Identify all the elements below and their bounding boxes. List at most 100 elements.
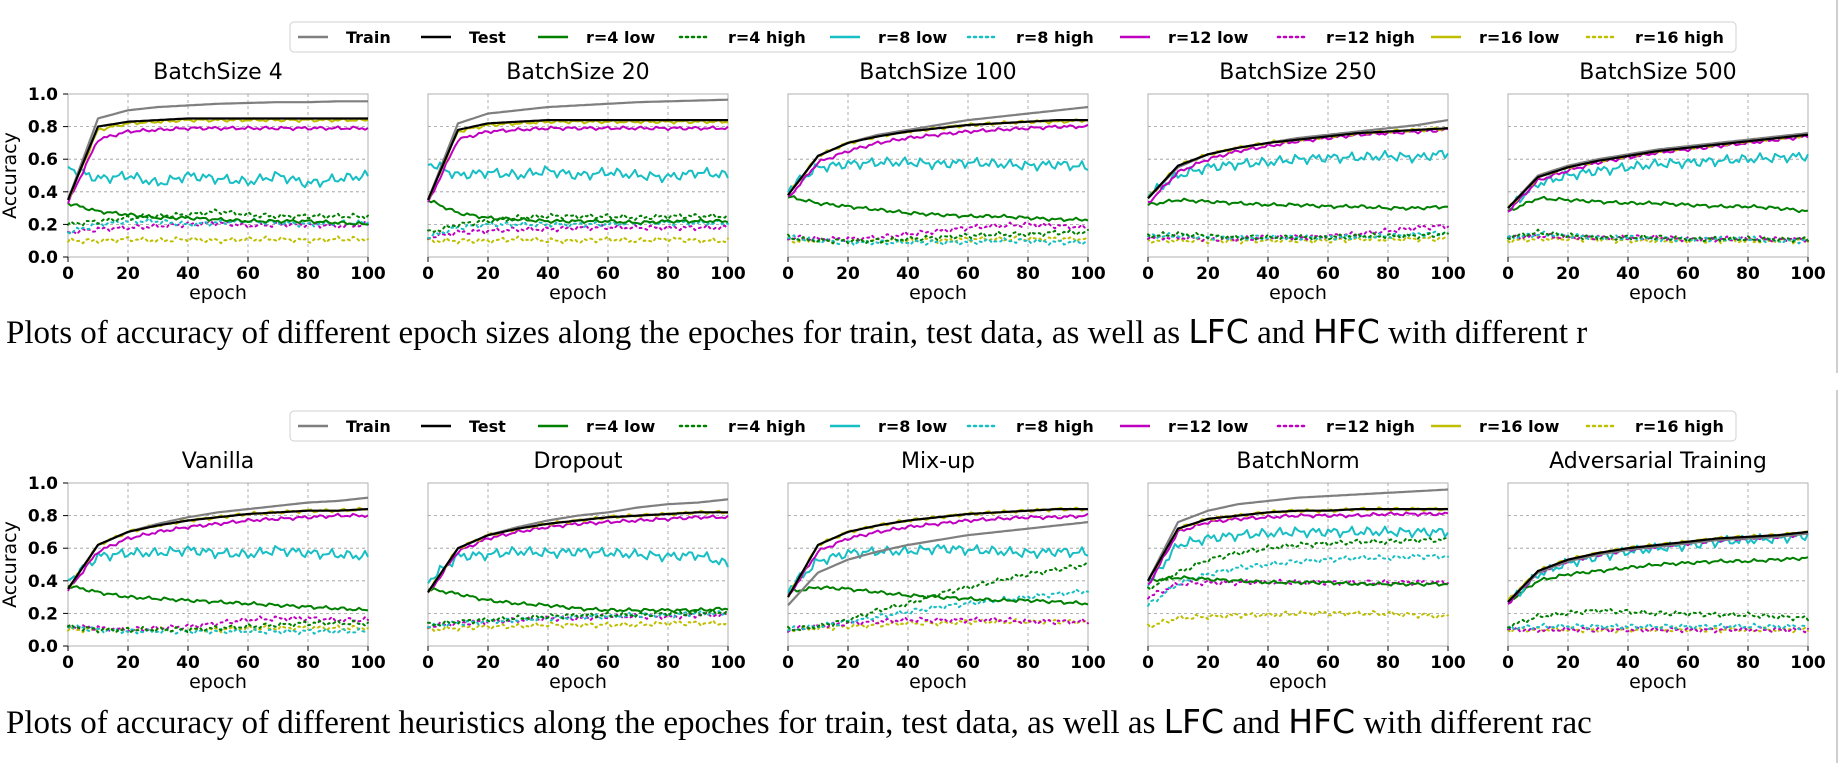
series-line xyxy=(1507,232,1809,243)
x-tick-label: 100 xyxy=(710,264,746,284)
x-tick-label: 40 xyxy=(896,653,920,673)
series-line xyxy=(66,100,368,201)
panel-title: Vanilla xyxy=(182,449,255,474)
x-tick-label: 100 xyxy=(1070,264,1106,284)
y-tick-label: 0.4 xyxy=(28,183,58,203)
series-line xyxy=(67,208,369,227)
series-line xyxy=(427,212,729,233)
legend-label: r=4 low xyxy=(586,28,655,47)
x-tick-label: 40 xyxy=(176,653,200,673)
series-line xyxy=(787,512,1089,596)
x-tick-label: 60 xyxy=(1676,264,1700,284)
plot-area xyxy=(1507,93,1809,258)
plot-area xyxy=(1147,482,1449,647)
legend-label: r=12 high xyxy=(1326,417,1415,436)
x-tick-label: 60 xyxy=(1316,264,1340,284)
legend-label: r=8 high xyxy=(1016,28,1094,47)
y-tick-label: 1.0 xyxy=(28,474,58,494)
series-line xyxy=(427,161,729,184)
series-line xyxy=(67,508,369,590)
series-line xyxy=(1507,530,1809,603)
series-line xyxy=(66,117,368,201)
series-line xyxy=(1147,575,1449,587)
caption-row-1: Plots of accuracy of different epoch siz… xyxy=(6,312,1834,352)
series-line xyxy=(427,546,729,584)
x-tick-label: 20 xyxy=(1556,653,1580,673)
x-tick-label: 60 xyxy=(596,264,620,284)
x-tick-label: 60 xyxy=(1676,653,1700,673)
x-tick-label: 100 xyxy=(1430,653,1466,673)
legend-label: Test xyxy=(469,28,506,47)
series-line xyxy=(1507,195,1809,214)
x-tick-label: 60 xyxy=(236,653,260,673)
series-line xyxy=(1147,609,1449,629)
series-line xyxy=(787,156,1089,193)
x-tick-label: 80 xyxy=(1016,653,1040,673)
series-line xyxy=(1147,197,1449,211)
series-line xyxy=(67,619,369,634)
series-line xyxy=(787,560,1089,632)
x-tick-label: 60 xyxy=(596,653,620,673)
series-line xyxy=(67,235,369,245)
x-axis-label: epoch xyxy=(909,282,967,304)
series-line xyxy=(1147,231,1449,242)
x-tick-label: 40 xyxy=(1256,264,1280,284)
legend-label: r=12 low xyxy=(1168,28,1249,47)
series-line xyxy=(1507,607,1809,629)
panel-title: Dropout xyxy=(534,449,623,474)
legend-box xyxy=(289,410,1737,442)
legend-label: r=4 high xyxy=(728,28,806,47)
x-tick-label: 0 xyxy=(782,264,794,284)
y-tick-label: 0.8 xyxy=(28,507,58,527)
x-axis-label: epoch xyxy=(549,671,607,693)
x-tick-label: 0 xyxy=(1142,264,1154,284)
x-tick-label: 40 xyxy=(1616,264,1640,284)
x-tick-label: 100 xyxy=(350,653,386,673)
x-tick-label: 60 xyxy=(236,264,260,284)
x-tick-label: 40 xyxy=(536,264,560,284)
caption-text: Plots of accuracy of different epoch siz… xyxy=(6,315,1189,351)
panel-title: BatchNorm xyxy=(1236,449,1359,474)
series-line xyxy=(787,228,1089,245)
series-line xyxy=(67,584,369,612)
x-axis-label: epoch xyxy=(1269,282,1327,304)
series-line xyxy=(787,543,1089,594)
x-tick-label: 0 xyxy=(1502,264,1514,284)
x-tick-label: 40 xyxy=(1256,653,1280,673)
series-line xyxy=(67,165,369,189)
caption-lfc: LFC xyxy=(1163,702,1225,741)
series-line xyxy=(427,219,729,239)
legend-label: r=16 high xyxy=(1635,28,1724,47)
x-tick-label: 0 xyxy=(62,653,74,673)
x-tick-label: 60 xyxy=(956,264,980,284)
caption-text: with different rac xyxy=(1355,705,1592,741)
x-tick-label: 80 xyxy=(1736,264,1760,284)
x-axis-label: epoch xyxy=(189,282,247,304)
y-tick-label: 0.2 xyxy=(28,604,58,624)
x-tick-label: 80 xyxy=(296,653,320,673)
series-line xyxy=(1507,151,1809,208)
x-tick-label: 20 xyxy=(476,264,500,284)
x-tick-label: 40 xyxy=(536,653,560,673)
panel-title: BatchSize 250 xyxy=(1219,60,1376,85)
x-tick-label: 80 xyxy=(296,264,320,284)
series-line xyxy=(67,217,369,236)
x-tick-label: 60 xyxy=(956,653,980,673)
y-tick-label: 1.0 xyxy=(28,85,58,105)
series-line xyxy=(1147,230,1449,242)
series-line xyxy=(1147,508,1448,582)
series-line xyxy=(427,609,729,629)
x-axis-label: epoch xyxy=(909,671,967,693)
series-line xyxy=(1507,622,1809,631)
x-tick-label: 100 xyxy=(1790,653,1826,673)
y-tick-label: 0.0 xyxy=(28,248,58,268)
legend-label: r=8 low xyxy=(878,417,947,436)
series-line xyxy=(67,117,369,201)
series-line xyxy=(1507,532,1809,603)
legend-label: r=12 low xyxy=(1168,417,1249,436)
x-tick-label: 100 xyxy=(1790,264,1826,284)
series-line xyxy=(787,221,1089,243)
x-tick-label: 40 xyxy=(896,264,920,284)
legend-label: Test xyxy=(469,417,506,436)
x-axis-label: epoch xyxy=(1269,671,1327,693)
